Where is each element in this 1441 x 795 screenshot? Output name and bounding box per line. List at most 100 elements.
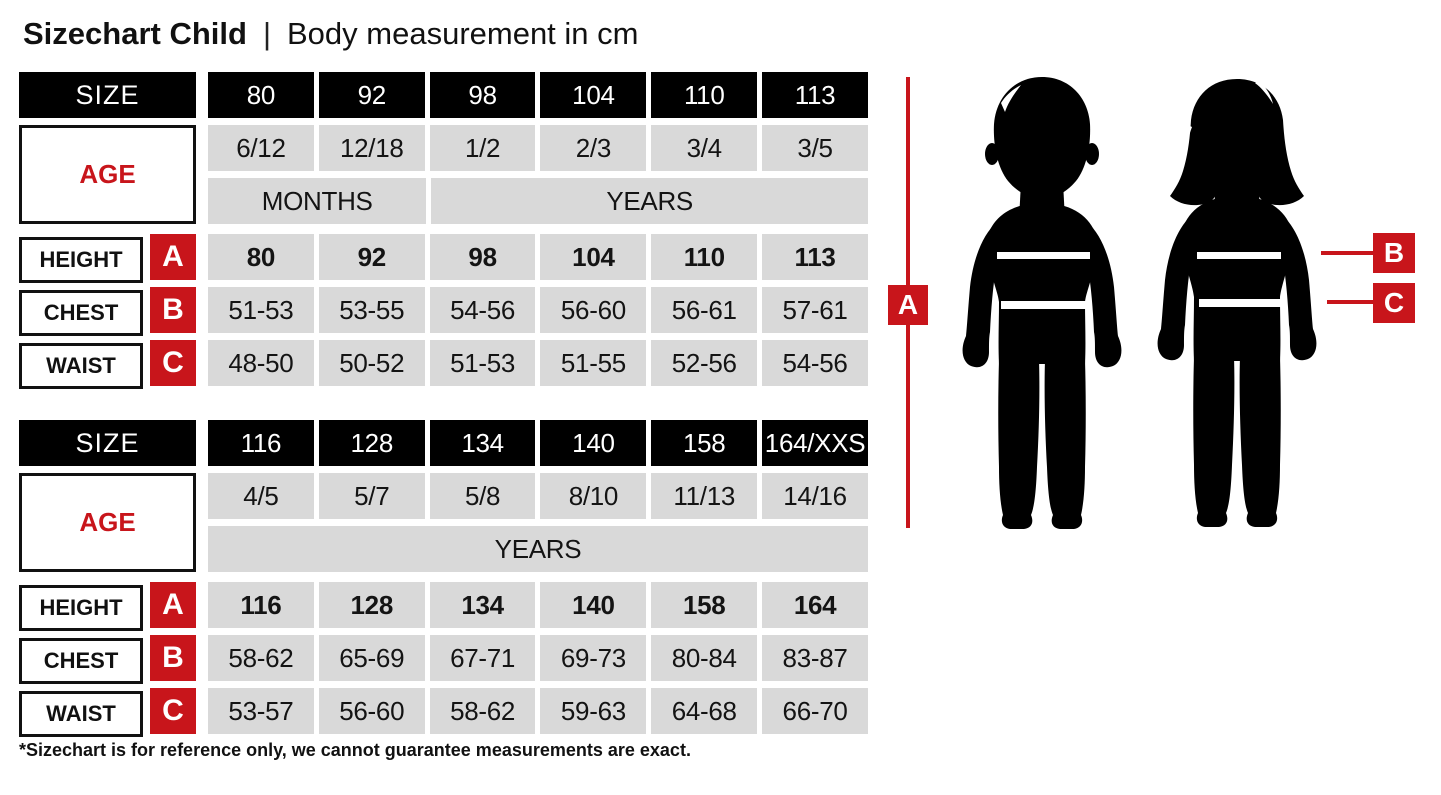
waist-row: 48-50 50-52 51-53 51-55 52-56 54-56 bbox=[208, 340, 868, 386]
unit-row: YEARS bbox=[208, 526, 868, 572]
title-main: Sizechart Child bbox=[23, 16, 247, 51]
height-label: HEIGHT bbox=[19, 585, 143, 631]
chest-label: CHEST bbox=[19, 638, 143, 684]
table-cell: 80 bbox=[208, 234, 314, 280]
page-title: Sizechart Child | Body measurement in cm bbox=[23, 16, 638, 52]
table-cell: 64-68 bbox=[651, 688, 758, 734]
table-cell: 58-62 bbox=[208, 635, 314, 681]
sizechart-table-large: SIZE AGE 116 128 134 140 158 164/XXS 4/5 5/7 5/… bbox=[0, 420, 880, 738]
age-row: 4/5 5/7 5/8 8/10 11/13 14/16 bbox=[208, 473, 868, 519]
table-cell: 140 bbox=[540, 582, 647, 628]
chest-row: 58-62 65-69 67-71 69-73 80-84 83-87 bbox=[208, 635, 868, 681]
boy-silhouette bbox=[962, 77, 1122, 529]
table-cell: 65-69 bbox=[318, 635, 425, 681]
table-cell: 6/12 bbox=[208, 125, 314, 171]
waist-row: 53-57 56-60 58-62 59-63 64-68 66-70 bbox=[208, 688, 868, 734]
table-cell: 53-55 bbox=[318, 287, 425, 333]
table-cell: 52-56 bbox=[651, 340, 758, 386]
chest-row: 51-53 53-55 54-56 56-60 56-61 57-61 bbox=[208, 287, 868, 333]
marker-a-badge: A bbox=[888, 285, 928, 325]
marker-a-table-badge: A bbox=[150, 582, 196, 628]
height-row: 116 128 134 140 158 164 bbox=[208, 582, 868, 628]
marker-c-table-badge: C bbox=[150, 688, 196, 734]
table-cell: 80-84 bbox=[651, 635, 758, 681]
table-cell: 58-62 bbox=[429, 688, 536, 734]
unit-row: MONTHS YEARS bbox=[208, 178, 868, 224]
table-cell: 104 bbox=[540, 72, 647, 118]
marker-b-badge: B bbox=[1373, 233, 1415, 273]
table-cell: 104 bbox=[540, 234, 647, 280]
table-cell: 116 bbox=[208, 582, 314, 628]
table-cell: 54-56 bbox=[429, 287, 536, 333]
waist-label: WAIST bbox=[19, 691, 143, 737]
chest-label: CHEST bbox=[19, 290, 143, 336]
table-cell: 3/5 bbox=[762, 125, 868, 171]
table-cell: 51-53 bbox=[429, 340, 536, 386]
table-cell: 56-60 bbox=[318, 688, 425, 734]
sizechart-table-small: SIZE AGE 80 92 98 104 110 113 6/12 12/18 1/2 2/3… bbox=[0, 72, 880, 390]
age-header-label: AGE bbox=[19, 125, 196, 224]
table-cell: 110 bbox=[651, 234, 758, 280]
marker-a-table-badge: A bbox=[150, 234, 196, 280]
unit-years-cell: YEARS bbox=[208, 526, 868, 572]
height-label: HEIGHT bbox=[19, 237, 143, 283]
table-cell: 158 bbox=[651, 420, 758, 466]
footnote: *Sizechart is for reference only, we can… bbox=[19, 740, 691, 760]
table-cell: 67-71 bbox=[429, 635, 536, 681]
table-cell: 116 bbox=[208, 420, 314, 466]
girl-silhouette bbox=[1157, 79, 1317, 527]
table-cell: 110 bbox=[651, 72, 758, 118]
table-cell: 92 bbox=[318, 72, 425, 118]
table-cell: 51-53 bbox=[208, 287, 314, 333]
table-cell: 98 bbox=[429, 72, 536, 118]
age-row: 6/12 12/18 1/2 2/3 3/4 3/5 bbox=[208, 125, 868, 171]
table-cell: 66-70 bbox=[762, 688, 868, 734]
table-cell: 92 bbox=[318, 234, 425, 280]
table-cell: 59-63 bbox=[540, 688, 647, 734]
size-header-label: SIZE bbox=[19, 72, 196, 118]
table-cell: 50-52 bbox=[318, 340, 425, 386]
table-cell: 57-61 bbox=[762, 287, 868, 333]
size-header-label: SIZE bbox=[19, 420, 196, 466]
title-separator: | bbox=[262, 16, 271, 51]
marker-c-table-badge: C bbox=[150, 340, 196, 386]
table-cell: 54-56 bbox=[762, 340, 868, 386]
table-cell: 14/16 bbox=[762, 473, 868, 519]
table-cell: 1/2 bbox=[429, 125, 536, 171]
waist-measure-line bbox=[1327, 300, 1373, 304]
table-cell: 140 bbox=[540, 420, 647, 466]
age-header-label: AGE bbox=[19, 473, 196, 572]
table-cell: 2/3 bbox=[540, 125, 647, 171]
size-row: 80 92 98 104 110 113 bbox=[208, 72, 868, 118]
table-cell: 134 bbox=[429, 582, 536, 628]
marker-b-table-badge: B bbox=[150, 635, 196, 681]
chest-measure-line bbox=[1321, 251, 1373, 255]
table-cell: 4/5 bbox=[208, 473, 314, 519]
table-cell: 48-50 bbox=[208, 340, 314, 386]
table-cell: 80 bbox=[208, 72, 314, 118]
table-cell: 8/10 bbox=[540, 473, 647, 519]
table-cell: 5/8 bbox=[429, 473, 536, 519]
table-cell: 134 bbox=[429, 420, 536, 466]
height-row: 80 92 98 104 110 113 bbox=[208, 234, 868, 280]
table-cell: 128 bbox=[318, 420, 425, 466]
table-cell: 11/13 bbox=[651, 473, 758, 519]
title-subtitle: Body measurement in cm bbox=[287, 16, 639, 51]
table-cell: 83-87 bbox=[762, 635, 868, 681]
table-cell: 164/XXS bbox=[762, 420, 868, 466]
size-row: 116 128 134 140 158 164/XXS bbox=[208, 420, 868, 466]
table-cell: 56-60 bbox=[540, 287, 647, 333]
table-cell: 56-61 bbox=[651, 287, 758, 333]
table-cell: 69-73 bbox=[540, 635, 647, 681]
table-cell: 113 bbox=[762, 72, 868, 118]
table-cell: 5/7 bbox=[318, 473, 425, 519]
table-cell: 3/4 bbox=[651, 125, 758, 171]
table-cell: 12/18 bbox=[318, 125, 425, 171]
unit-years-cell: YEARS bbox=[431, 178, 868, 224]
table-cell: 51-55 bbox=[540, 340, 647, 386]
marker-c-badge: C bbox=[1373, 283, 1415, 323]
table-cell: 128 bbox=[318, 582, 425, 628]
table-cell: 164 bbox=[762, 582, 868, 628]
table-cell: 98 bbox=[429, 234, 536, 280]
table-cell: 158 bbox=[651, 582, 758, 628]
